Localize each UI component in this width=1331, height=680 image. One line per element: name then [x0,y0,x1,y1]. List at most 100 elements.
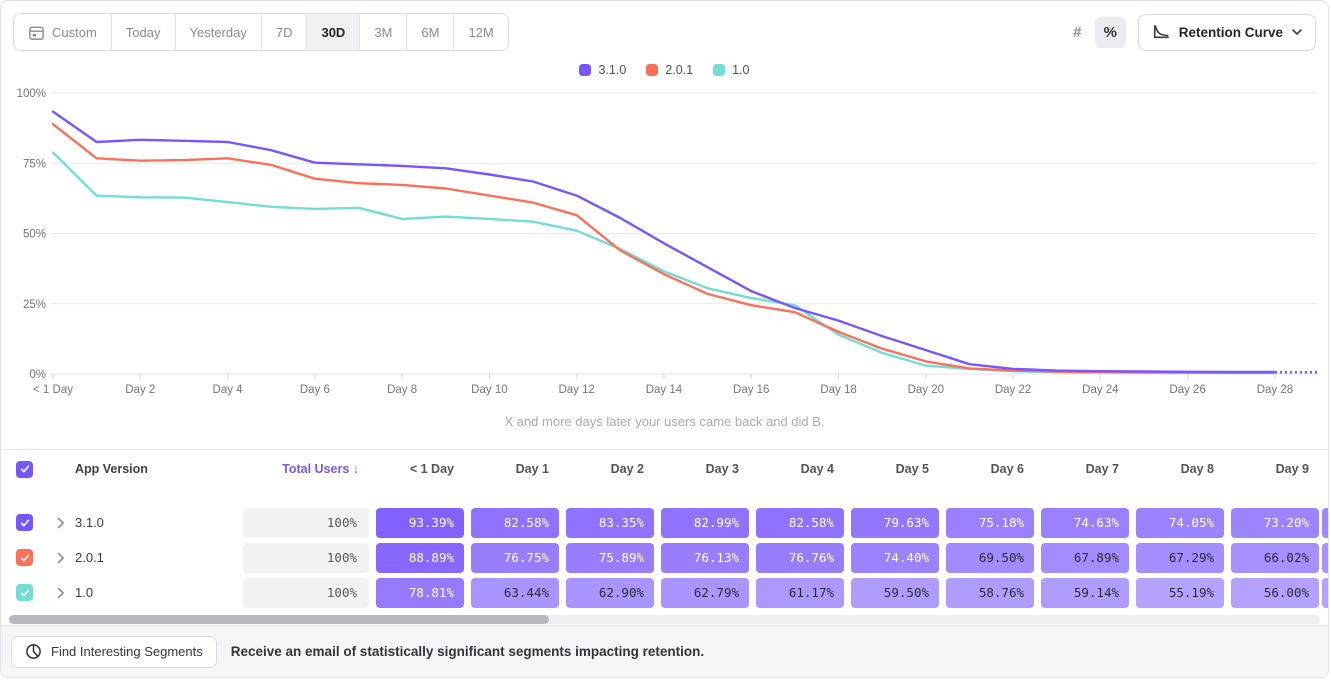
column-header-app-version[interactable]: App Version [75,462,148,476]
retention-cell-1-0-day-4[interactable]: 61.17% [756,577,844,608]
retention-cell-2-0-1-day-2[interactable]: 75.89% [566,542,654,573]
row-checkbox-1-0[interactable] [16,584,33,601]
retention-col: 69.50% [946,542,1034,573]
date-range-label: 12M [468,24,494,40]
retention-cell-3-1-0-day-4[interactable]: 82.58% [756,507,844,538]
retention-cell-1-0-day-6[interactable]: 58.76% [946,577,1034,608]
retention-cell-2-0-1-day-9[interactable]: 66.02% [1231,542,1319,573]
retention-col: 76.75% [471,542,559,573]
column-header-total-users[interactable]: Total Users ↓ [282,462,359,476]
retention-col: 56.00% [1231,577,1319,608]
retention-cell-1-0-day-0[interactable]: 78.81% [376,577,464,608]
retention-cell-2-0-1-day-3[interactable]: 76.13% [661,542,749,573]
date-range-3m[interactable]: 3M [359,14,407,50]
gridlines [51,92,1317,375]
retention-cell-3-1-0-day-9[interactable]: 73.20% [1231,507,1319,538]
date-range-30d[interactable]: 30D [306,14,360,50]
format-number-option[interactable]: # [1061,16,1093,48]
row-version-col: 2.0.1 [57,550,243,565]
retention-col: 78.81% [376,577,464,608]
retention-cell-1-0-day-9[interactable]: 56.00% [1231,577,1319,608]
retention-cell-1-0-day-7[interactable]: 59.14% [1041,577,1129,608]
column-header-day-8[interactable]: Day 8 [1180,462,1214,476]
app-version-label: 2.0.1 [75,550,104,565]
column-header--1-day[interactable]: < 1 Day [409,462,454,476]
svg-text:Day 24: Day 24 [1082,384,1119,396]
format-percent-option[interactable]: % [1094,16,1126,48]
retention-cell-2-0-1-day-0[interactable]: 88.89% [376,542,464,573]
app-version-label: 3.1.0 [75,515,104,530]
calendar-icon [28,24,45,41]
date-range-today[interactable]: Today [110,14,175,50]
legend-item-3-1-0[interactable]: 3.1.0 [579,63,626,77]
chart-legend: 3.1.0 2.0.1 1.0 [1,63,1328,77]
horizontal-scrollbar[interactable] [9,615,1320,624]
date-range-6m[interactable]: 6M [406,14,454,50]
retention-cell-2-0-1-day-7[interactable]: 67.89% [1041,542,1129,573]
scrollbar-thumb[interactable] [9,615,549,624]
column-header-day-4[interactable]: Day 4 [800,462,834,476]
retention-cell-3-1-0-day-3[interactable]: 82.99% [661,507,749,538]
svg-text:Day 10: Day 10 [471,384,507,396]
header-checkbox-col [1,460,57,478]
column-header-day-3[interactable]: Day 3 [705,462,739,476]
toolbar-right: #% Retention Curve [1061,13,1316,51]
expand-chevron-icon[interactable] [57,517,65,529]
retention-cell-2-0-1-day-4[interactable]: 76.76% [756,542,844,573]
retention-cell-1-0-day-8[interactable]: 55.19% [1136,577,1224,608]
date-range-custom[interactable]: Custom [14,14,111,50]
retention-col: 75.18% [946,507,1034,538]
date-range-12m[interactable]: 12M [453,14,508,50]
column-header-day-2[interactable]: Day 2 [610,462,644,476]
date-range-label: Today [125,24,161,40]
expand-chevron-icon[interactable] [57,587,65,599]
retention-cell-2-0-1-day-1[interactable]: 76.75% [471,542,559,573]
retention-cell-2-0-1-day-8[interactable]: 67.29% [1136,542,1224,573]
retention-col: 63.44% [471,577,559,608]
svg-text:Day 28: Day 28 [1257,384,1293,396]
app-version-label: 1.0 [75,585,94,600]
column-header-day-6[interactable]: Day 6 [990,462,1024,476]
row-checkbox-3-1-0[interactable] [16,514,33,531]
table-row-3-1-0: 3.1.0 100% 93.39% 82.58% 83.35% 82.99% 82.58% 7… [1,505,1328,540]
date-range-label: 3M [374,24,393,40]
legend-item-1-0[interactable]: 1.0 [713,63,750,77]
retention-cell-3-1-0-day-7[interactable]: 74.63% [1041,507,1129,538]
retention-cell-3-1-0-day-5[interactable]: 79.63% [851,507,939,538]
column-header-day-7[interactable]: Day 7 [1085,462,1119,476]
chevron-down-icon [1292,29,1302,35]
legend-label: 1.0 [732,63,750,77]
total-users-col: 100% [243,577,369,608]
retention-cell-3-1-0-day-1[interactable]: 82.58% [471,507,559,538]
legend-item-2-0-1[interactable]: 2.0.1 [646,63,693,77]
retention-cell-1-0-day-2[interactable]: 62.90% [566,577,654,608]
retention-cell-3-1-0-day-0[interactable]: 93.39% [376,507,464,538]
retention-cell-3-1-0-day-6[interactable]: 75.18% [946,507,1034,538]
x-axis-caption: X and more days later your users came ba… [504,414,825,429]
retention-cell-3-1-0-day-2[interactable]: 83.35% [566,507,654,538]
retention-cell-1-0-day-1[interactable]: 63.44% [471,577,559,608]
chart-type-dropdown[interactable]: Retention Curve [1137,13,1316,51]
column-header-day-1[interactable]: Day 1 [515,462,549,476]
retention-cell-partial [1322,577,1328,608]
retention-col: 82.58% [471,507,559,538]
column-header-day-9[interactable]: Day 9 [1275,462,1309,476]
column-header-day-5[interactable]: Day 5 [895,462,929,476]
retention-col: 82.99% [661,507,749,538]
expand-chevron-icon[interactable] [57,552,65,564]
total-users-cell: 100% [243,577,369,608]
date-range-7d[interactable]: 7D [260,14,307,50]
retention-cell-1-0-day-5[interactable]: 59.50% [851,577,939,608]
retention-cell-1-0-day-3[interactable]: 62.79% [661,577,749,608]
total-users-cell: 100% [243,542,369,573]
date-range-yesterday[interactable]: Yesterday [174,14,261,50]
retention-cell-2-0-1-day-5[interactable]: 74.40% [851,542,939,573]
retention-col: 59.14% [1041,577,1129,608]
select-all-checkbox[interactable] [16,460,33,478]
svg-text:75%: 75% [23,158,46,170]
find-interesting-segments-button[interactable]: Find Interesting Segments [11,635,217,668]
retention-cell-3-1-0-day-8[interactable]: 74.05% [1136,507,1224,538]
retention-col: 62.79% [661,577,749,608]
retention-cell-2-0-1-day-6[interactable]: 69.50% [946,542,1034,573]
row-checkbox-2-0-1[interactable] [16,549,33,566]
